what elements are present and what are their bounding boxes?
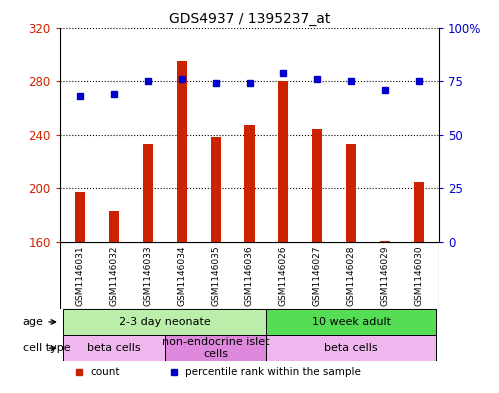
- Text: GSM1146036: GSM1146036: [245, 245, 254, 306]
- Bar: [211, 138, 221, 242]
- Bar: [414, 182, 424, 242]
- Bar: [346, 144, 356, 242]
- Text: 10 week adult: 10 week adult: [311, 317, 391, 327]
- Text: GSM1146035: GSM1146035: [211, 245, 220, 306]
- Bar: [109, 211, 119, 242]
- Bar: [266, 335, 436, 361]
- Bar: [266, 309, 436, 335]
- Bar: [63, 335, 165, 361]
- Text: GSM1146028: GSM1146028: [347, 245, 356, 306]
- Text: non-endocrine islet
cells: non-endocrine islet cells: [162, 337, 269, 359]
- Text: GSM1146034: GSM1146034: [177, 245, 186, 306]
- Text: GSM1146029: GSM1146029: [380, 245, 389, 306]
- Bar: [380, 241, 390, 242]
- Bar: [75, 193, 85, 242]
- Bar: [312, 129, 322, 242]
- Text: GSM1146030: GSM1146030: [414, 245, 423, 306]
- Bar: [143, 144, 153, 242]
- Text: GSM1146027: GSM1146027: [313, 245, 322, 306]
- Text: GSM1146026: GSM1146026: [279, 245, 288, 306]
- Title: GDS4937 / 1395237_at: GDS4937 / 1395237_at: [169, 13, 330, 26]
- Text: cell type: cell type: [22, 343, 70, 353]
- Text: GSM1146031: GSM1146031: [76, 245, 85, 306]
- Bar: [177, 61, 187, 242]
- Text: count: count: [90, 367, 120, 377]
- Text: beta cells: beta cells: [324, 343, 378, 353]
- Text: beta cells: beta cells: [87, 343, 141, 353]
- Bar: [63, 309, 266, 335]
- Text: percentile rank within the sample: percentile rank within the sample: [185, 367, 361, 377]
- Text: GSM1146033: GSM1146033: [143, 245, 152, 306]
- Bar: [245, 125, 254, 242]
- Text: GSM1146032: GSM1146032: [110, 245, 119, 306]
- Bar: [278, 81, 288, 242]
- Bar: [165, 335, 266, 361]
- Text: age: age: [22, 317, 55, 327]
- Text: 2-3 day neonate: 2-3 day neonate: [119, 317, 211, 327]
